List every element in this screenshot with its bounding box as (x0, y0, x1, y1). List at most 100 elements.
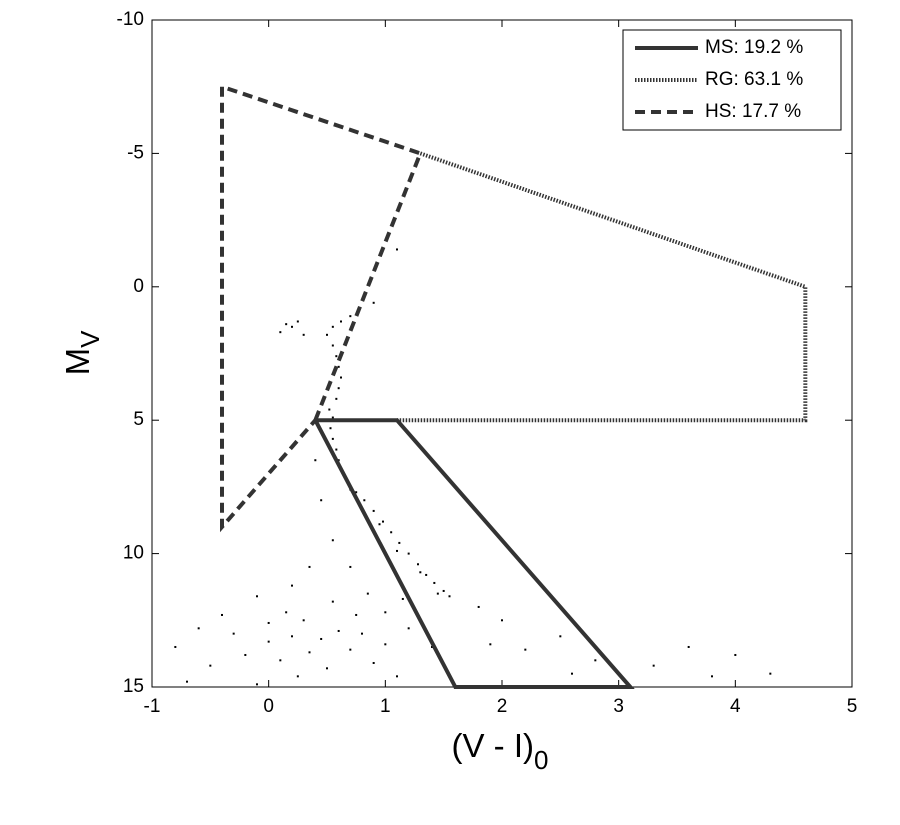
legend-label: HS: 17.7 % (705, 101, 801, 122)
star-point (291, 584, 293, 587)
star-point (326, 333, 328, 336)
y-tick-label: 5 (133, 409, 144, 430)
y-tick-label: -10 (117, 9, 144, 30)
star-point (302, 619, 305, 622)
star-point (687, 645, 690, 648)
star-point (489, 643, 492, 646)
star-point (401, 597, 404, 600)
star-point (335, 397, 338, 400)
star-point (442, 589, 445, 592)
star-point (571, 672, 573, 675)
y-tick-label: 0 (133, 276, 144, 297)
star-point (291, 635, 293, 638)
star-point (331, 600, 334, 603)
star-point (314, 459, 317, 462)
star-point (396, 549, 398, 552)
star-point (433, 581, 436, 584)
star-point (279, 331, 282, 334)
star-point (244, 653, 247, 656)
x-tick-label: 0 (263, 696, 274, 717)
star-point (396, 248, 398, 251)
x-axis-label-sub: 0 (534, 745, 548, 775)
y-axis-label-sub: V (75, 330, 105, 348)
star-point (331, 416, 334, 419)
plot-frame (151, 19, 853, 688)
star-point (355, 613, 358, 616)
region-outline (313, 418, 635, 689)
star-point (524, 648, 527, 651)
star-point (285, 611, 288, 614)
y-tick-label: -5 (127, 142, 144, 163)
star-point (291, 325, 293, 328)
x-axis-label: (V - I)0 (452, 727, 549, 775)
y-tick-label: 10 (123, 543, 144, 564)
star-point (425, 573, 428, 576)
star-point (349, 565, 352, 568)
star-point (331, 437, 334, 440)
star-point (302, 333, 305, 336)
y-axis-label-main: M (59, 348, 96, 376)
star-point (355, 491, 358, 494)
star-point (232, 632, 235, 635)
x-tick-label: 3 (613, 696, 624, 717)
region-outline (397, 151, 808, 423)
star-point (326, 667, 328, 670)
star-point (769, 672, 772, 675)
star-point (431, 645, 433, 648)
star-point (477, 605, 480, 608)
x-tick-label: 2 (497, 696, 508, 717)
star-point (337, 387, 340, 390)
star-point (384, 643, 387, 646)
star-point (267, 640, 270, 643)
star-point (378, 523, 381, 526)
star-point (407, 627, 410, 630)
star-point (419, 571, 422, 574)
star-point (384, 611, 387, 614)
legend-label: MS: 19.2 % (705, 37, 803, 58)
star-point (197, 627, 200, 630)
y-axis-label: MV (59, 330, 105, 376)
star-point (396, 675, 398, 678)
star-point (320, 499, 323, 502)
star-point (711, 675, 713, 678)
x-tick-label: 1 (380, 696, 391, 717)
star-point (174, 645, 177, 648)
star-point (308, 565, 311, 568)
star-point (407, 552, 410, 555)
star-point (337, 365, 340, 368)
star-point (340, 376, 342, 379)
star-point (209, 664, 212, 667)
star-point (337, 629, 340, 632)
star-point (390, 531, 393, 534)
star-point (734, 653, 737, 656)
star-point (328, 408, 331, 411)
x-tick-label: 5 (847, 696, 858, 717)
star-point (335, 355, 338, 358)
star-point (340, 320, 342, 323)
star-point (417, 563, 419, 566)
x-axis-label-main: (V - I) (452, 727, 534, 764)
star-point (331, 325, 334, 328)
star-point (382, 520, 384, 523)
x-tick-label: -1 (144, 696, 161, 717)
star-point (398, 541, 401, 544)
y-tick-label: 15 (123, 676, 144, 697)
star-point (594, 659, 597, 662)
star-point (363, 499, 366, 502)
star-point (221, 613, 223, 616)
star-point (329, 427, 332, 430)
star-point (335, 448, 338, 451)
star-point (308, 651, 311, 654)
star-point (337, 459, 340, 462)
star-point (349, 648, 352, 651)
star-point (285, 323, 288, 326)
star-point (436, 592, 439, 595)
star-point (361, 632, 363, 635)
star-point (501, 619, 503, 622)
star-point (448, 595, 451, 598)
star-point (372, 661, 375, 664)
star-point (296, 675, 299, 678)
x-tick-label: 4 (730, 696, 741, 717)
star-point (296, 320, 299, 323)
